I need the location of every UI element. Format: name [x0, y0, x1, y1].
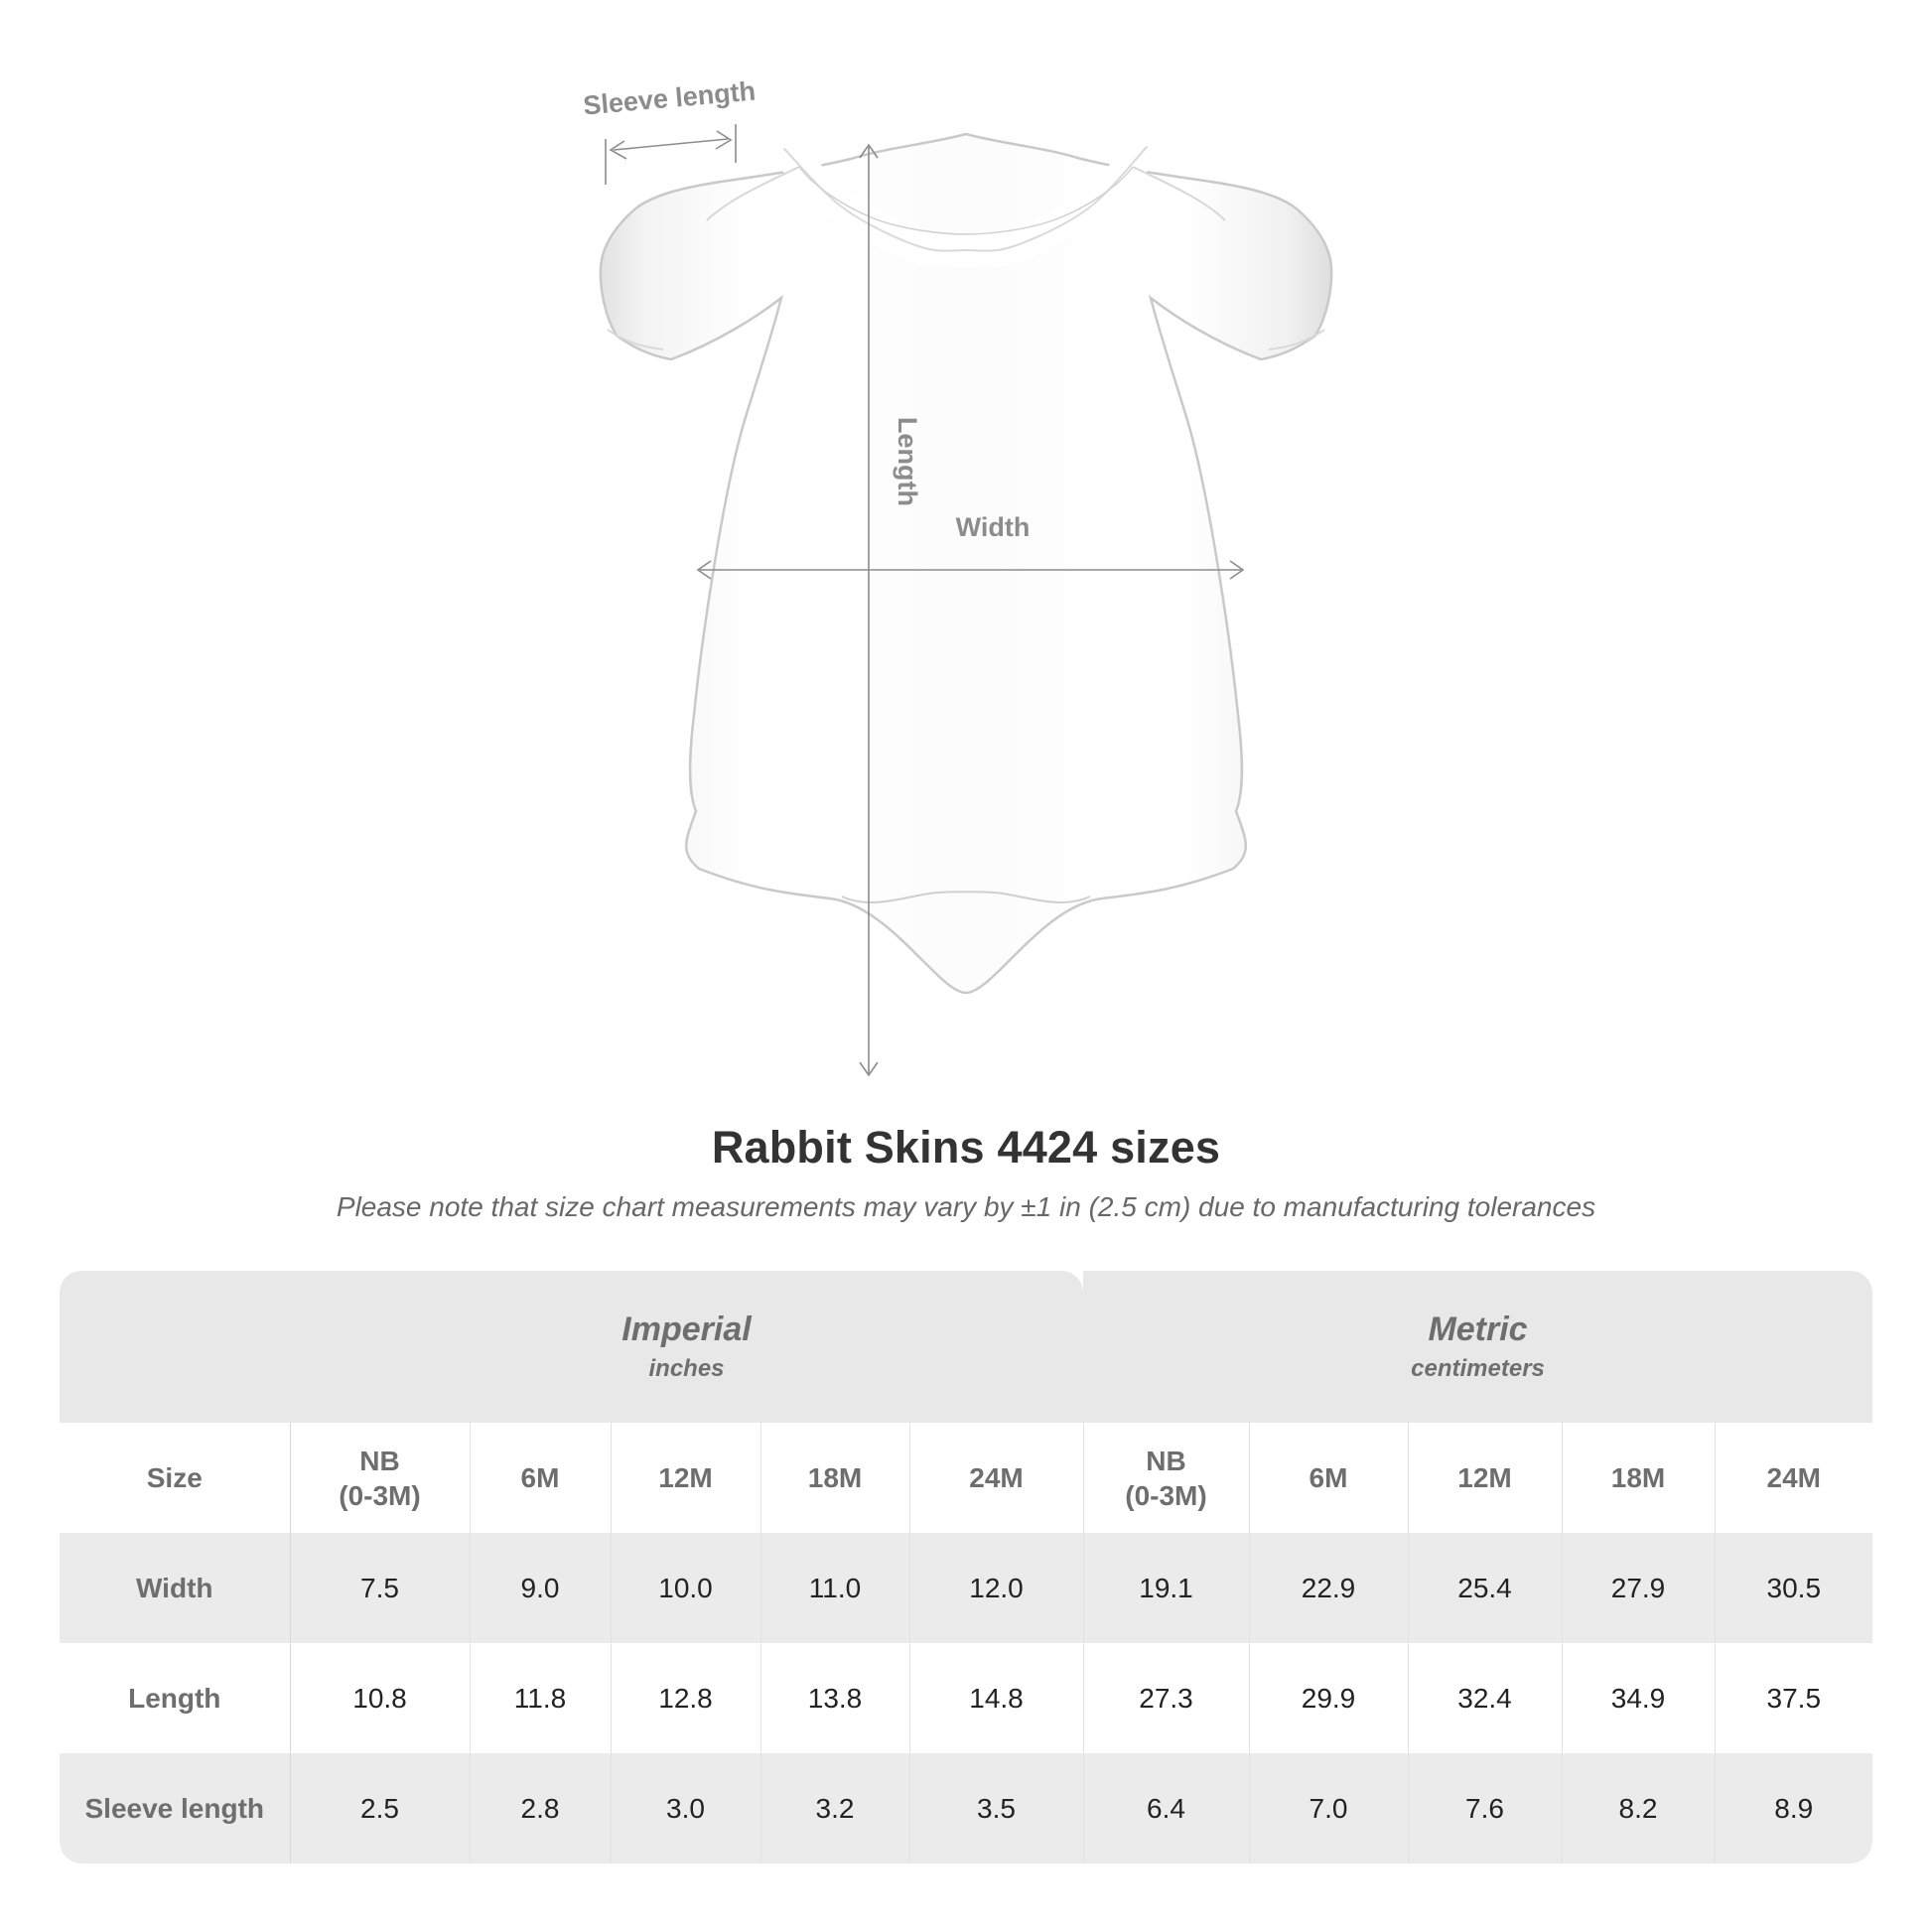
- svg-text:Length: Length: [893, 417, 922, 506]
- svg-text:Sleeve length: Sleeve length: [582, 76, 757, 121]
- svg-text:Width: Width: [956, 512, 1031, 542]
